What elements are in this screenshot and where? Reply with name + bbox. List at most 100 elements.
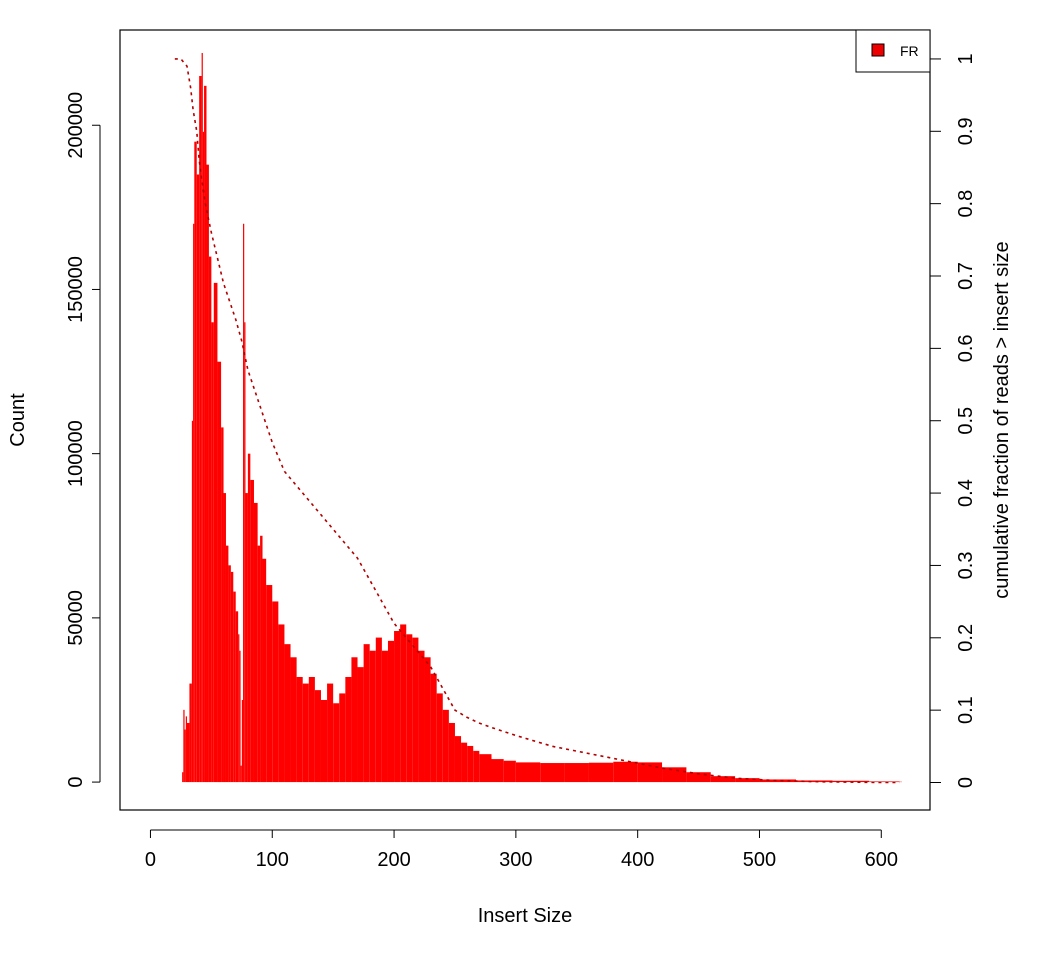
histogram-bar — [869, 781, 900, 783]
histogram-bar — [250, 479, 254, 783]
histogram-bar — [189, 683, 192, 783]
histogram-bar — [253, 502, 258, 783]
histogram-bar — [503, 760, 516, 783]
x-tick-label: 600 — [865, 849, 898, 871]
histogram-bar — [369, 650, 376, 783]
histogram-bar — [418, 650, 425, 783]
histogram-bar — [400, 624, 407, 783]
histogram-bars — [182, 52, 902, 783]
histogram-bar — [290, 657, 297, 783]
histogram-bar — [759, 779, 797, 783]
histogram-bar — [243, 223, 245, 783]
histogram-bar — [213, 282, 218, 783]
y2-tick-label: 0.4 — [955, 479, 977, 507]
histogram-bar — [308, 676, 315, 783]
histogram-bar — [327, 683, 334, 783]
histogram-bar — [515, 762, 541, 783]
y-axis-title: Count — [7, 393, 29, 447]
y2-tick-label: 0.3 — [955, 552, 977, 580]
legend-label-fr: FR — [900, 43, 919, 59]
histogram-bar — [223, 493, 226, 783]
y2-tick-label: 0 — [955, 777, 977, 788]
histogram-bar — [233, 591, 236, 783]
histogram-bar — [381, 650, 388, 783]
y2-tick-label: 0.9 — [955, 117, 977, 145]
legend: FR — [855, 29, 931, 73]
histogram-bar — [208, 256, 212, 783]
histogram-bar — [284, 644, 291, 783]
histogram-bar — [430, 673, 437, 783]
histogram-bar — [387, 640, 395, 783]
histogram-bar — [424, 657, 431, 783]
x-tick-label: 100 — [256, 849, 289, 871]
histogram-bar — [202, 131, 205, 783]
histogram-bar — [245, 493, 248, 783]
histogram-bar — [235, 611, 239, 783]
histogram-bar — [491, 759, 504, 783]
x-tick-label: 200 — [377, 849, 410, 871]
x-tick-label: 500 — [743, 849, 776, 871]
y-tick-label: 200000 — [65, 92, 87, 159]
histogram-bar — [196, 174, 200, 783]
histogram-bar — [540, 763, 565, 783]
plot-frame — [119, 29, 931, 811]
histogram-bar — [436, 693, 443, 783]
histogram-bar — [199, 75, 202, 783]
y2-tick-label: 0.2 — [955, 624, 977, 652]
histogram-bar — [204, 85, 207, 783]
histogram-bar — [363, 644, 370, 783]
histogram-bar — [564, 763, 589, 783]
histogram-bar — [191, 420, 194, 783]
histogram-bar — [201, 52, 203, 783]
y2-tick-label: 1 — [955, 53, 977, 64]
y-tick-label: 0 — [65, 777, 87, 788]
histogram-bar — [320, 699, 328, 783]
histogram-bar — [394, 631, 401, 783]
histogram-bar — [461, 742, 468, 783]
y2-tick-label: 0.8 — [955, 190, 977, 218]
histogram-bar — [244, 322, 246, 783]
y2-tick-label: 0.6 — [955, 334, 977, 362]
x-tick-label: 400 — [621, 849, 654, 871]
histogram-bar — [442, 709, 449, 783]
histogram-bar — [194, 141, 197, 783]
y2-axis-title: cumulative fraction of reads > insert si… — [991, 241, 1013, 598]
histogram-bar — [473, 750, 480, 783]
x-tick-label: 0 — [145, 849, 156, 871]
histogram-bar — [228, 565, 231, 783]
y2-tick-label: 0.7 — [955, 262, 977, 290]
histogram-bar — [278, 624, 285, 783]
histogram-bar — [710, 776, 736, 783]
histogram-bar — [339, 693, 346, 783]
histogram-bar — [406, 634, 413, 783]
x-axis: 0 100 200 300 400 500 600 — [145, 829, 898, 871]
histogram-bar — [185, 716, 187, 783]
y2-tick-label: 0.1 — [955, 696, 977, 724]
histogram-bar — [588, 762, 614, 783]
histogram-bar — [247, 453, 251, 783]
y-axis-left: 0 50000 100000 150000 200000 — [65, 92, 101, 788]
histogram-bar — [345, 676, 352, 783]
histogram-bar — [206, 164, 209, 783]
y-tick-label: 50000 — [65, 590, 87, 646]
histogram-bar — [375, 637, 382, 783]
histogram-bar — [735, 778, 760, 783]
histogram-bar — [221, 427, 224, 783]
legend-box — [855, 29, 931, 73]
histogram-bar — [217, 361, 222, 783]
histogram-bar — [230, 571, 234, 783]
histogram-bar — [241, 699, 244, 783]
histogram-bar — [613, 761, 638, 783]
histogram-bar — [314, 690, 321, 783]
y-tick-label: 100000 — [65, 420, 87, 487]
histogram-bar — [262, 558, 267, 783]
histogram-bar — [351, 657, 358, 783]
histogram-bar — [186, 722, 190, 783]
y-tick-label: 150000 — [65, 256, 87, 323]
histogram-bar — [183, 709, 185, 783]
histogram-bar — [302, 683, 309, 783]
histogram-bar — [193, 223, 195, 783]
y-axis-right: 0 0.1 0.2 0.3 0.4 0.5 0.6 0.7 0.8 0.9 1 — [930, 53, 977, 788]
y2-tick-label: 0.5 — [955, 407, 977, 435]
